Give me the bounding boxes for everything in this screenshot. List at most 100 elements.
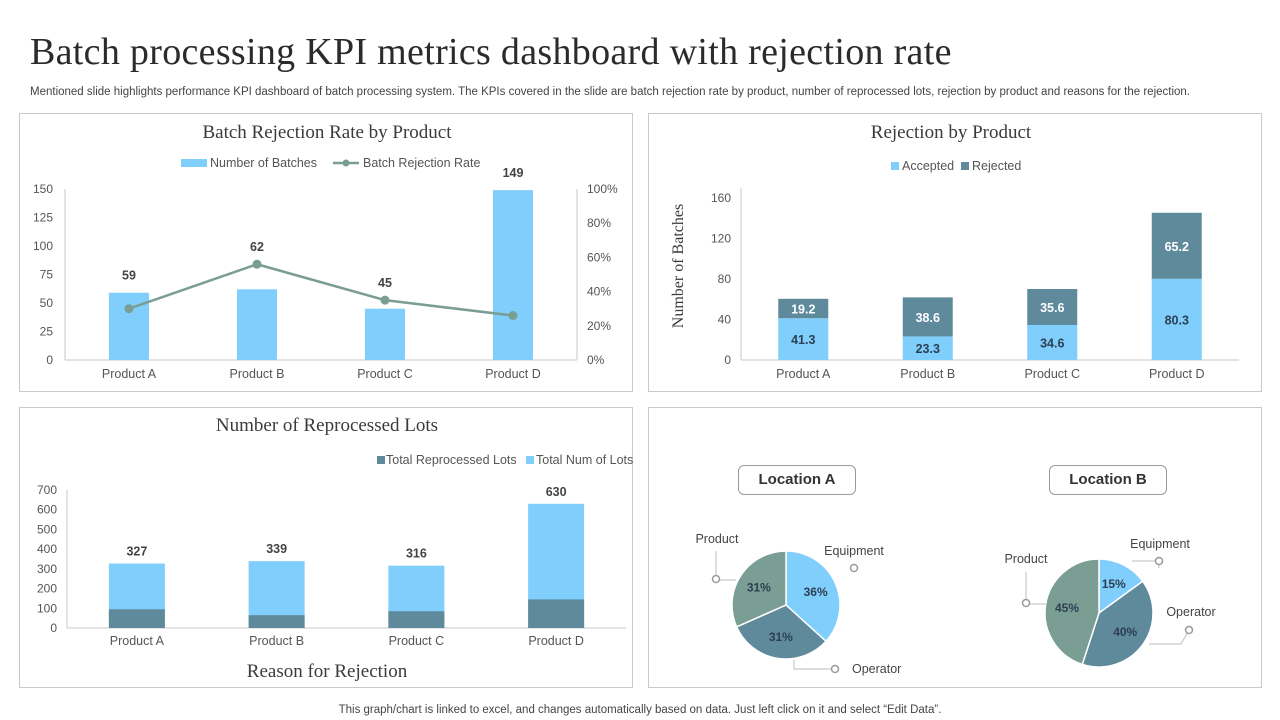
legend-label-reprocessed: Total Reprocessed Lots (386, 453, 517, 467)
rate-point-product-a (124, 304, 134, 314)
x-tick: Product D (1149, 367, 1205, 381)
y-tick-right: 20% (587, 319, 611, 333)
data-label-product-d: 630 (546, 485, 567, 499)
legend-swatch-accepted (891, 162, 899, 170)
legend-swatch-total (526, 456, 534, 464)
y-tick: 40 (718, 313, 732, 327)
y-tick-left: 25 (40, 325, 54, 339)
bar-reprocessed-product-d (528, 599, 585, 628)
y-tick-left: 0 (46, 353, 53, 367)
label-rejected-product-a: 19.2 (791, 303, 815, 317)
rejection-reasons-panel[interactable]: Location A Location B 36% Equipment 31% Ope… (648, 407, 1262, 688)
data-label-product-c: 45 (378, 276, 392, 290)
batch-rejection-rate-panel[interactable]: Batch Rejection Rate by Product Number of… (19, 113, 633, 392)
location-a-callout-dot-equipment (849, 563, 859, 573)
x-axis-label: Reason for Rejection (247, 661, 408, 682)
y-tick: 200 (37, 582, 57, 596)
bar-rejected-product-d (1151, 212, 1202, 279)
bar-accepted-product-a (778, 318, 829, 360)
location-b-callout-line-product (1025, 572, 1046, 605)
y-tick-left: 150 (33, 182, 53, 196)
location-a-callout-label-product: Product (695, 532, 739, 546)
y-tick-right: 40% (587, 285, 611, 299)
legend-swatch-reprocessed (377, 456, 385, 464)
label-accepted-product-d: 80.3 (1165, 313, 1189, 327)
location-a-callout-label-operator: Operator (852, 662, 901, 676)
bar-accepted-product-c (1027, 324, 1078, 360)
location-a-slice-product (731, 550, 787, 628)
y-tick: 100 (37, 601, 57, 615)
bar-rejected-product-a (778, 298, 829, 319)
y-tick-right: 80% (587, 216, 611, 230)
location-b-slice-label-operator: 40% (1113, 625, 1137, 639)
y-tick: 700 (37, 483, 57, 497)
location-b-slice-product (1044, 558, 1100, 666)
location-b-slice-equipment (1098, 558, 1144, 615)
rejection-rate-line (128, 262, 514, 317)
label-rejected-product-d: 65.2 (1165, 240, 1189, 254)
location-b-callout-dot-equipment (1154, 556, 1164, 566)
x-tick: Product B (230, 367, 285, 381)
legend-label-rate: Batch Rejection Rate (363, 156, 480, 170)
data-label-product-a: 327 (126, 545, 147, 559)
x-tick: Product C (357, 367, 413, 381)
location-a-callout-dot-product (711, 574, 721, 584)
location-a-callout-dot-operator (830, 664, 840, 674)
bar-batches-product-b (237, 289, 277, 360)
label-rejected-product-b: 38.6 (916, 311, 940, 325)
location-b-callout-label-operator: Operator (1166, 605, 1215, 619)
y-tick-right: 100% (587, 182, 618, 196)
y-tick: 160 (711, 191, 731, 205)
chart-title: Batch Rejection Rate by Product (202, 122, 452, 143)
y-tick: 400 (37, 542, 57, 556)
location-a-callout-line-product (715, 551, 736, 581)
legend-swatch-rejected (961, 162, 969, 170)
reprocessed-lots-chart: Number of Reprocessed Lots Total Reproces… (37, 415, 633, 682)
location-b-callout-line-operator (1149, 629, 1190, 645)
footer-note: This graph/chart is linked to excel, and… (338, 704, 942, 716)
x-tick: Product C (1024, 367, 1080, 381)
y-tick: 120 (711, 232, 731, 246)
bar-reprocessed-product-c (388, 611, 445, 628)
location-a-callout-line-operator (793, 660, 832, 670)
legend-label-total: Total Num of Lots (536, 453, 633, 467)
data-label-product-c: 316 (406, 547, 427, 561)
y-tick-right: 60% (587, 250, 611, 264)
batch-rejection-rate-chart: Batch Rejection Rate by Product Number of… (33, 122, 618, 381)
label-accepted-product-b: 23.3 (916, 342, 940, 356)
legend-marker-rate (342, 159, 350, 167)
bar-rejected-product-b (902, 297, 953, 337)
location-b-callout-label-equipment: Equipment (1130, 537, 1190, 551)
rate-point-product-b (252, 259, 262, 269)
x-tick: Product B (900, 367, 955, 381)
location-b-slice-label-equipment: 15% (1102, 577, 1126, 591)
x-tick: Product C (389, 634, 445, 648)
y-tick: 80 (718, 272, 732, 286)
rejection-by-product-panel[interactable]: Rejection by Product Accepted Rejected Numb… (648, 113, 1262, 392)
y-tick: 500 (37, 522, 57, 536)
bar-reprocessed-product-a (108, 609, 165, 628)
location-a-label: Location A (738, 465, 856, 495)
chart-title: Rejection by Product (871, 122, 1032, 143)
y-tick-left: 125 (33, 211, 53, 225)
location-b-label: Location B (1049, 465, 1167, 495)
bar-batches-product-c (365, 308, 405, 360)
rate-point-product-c (380, 295, 390, 305)
location-a-slice-label-equipment: 36% (804, 585, 828, 599)
rejection-reasons-pies: 36% Equipment 31% Operator 31% Product 15% Equi… (695, 532, 1215, 676)
location-b-slice-label-product: 45% (1055, 601, 1079, 615)
chart-title: Number of Reprocessed Lots (216, 415, 438, 436)
label-accepted-product-c: 34.6 (1040, 336, 1064, 350)
y-tick-left: 50 (40, 296, 54, 310)
reprocessed-lots-panel[interactable]: Number of Reprocessed Lots Total Reproces… (19, 407, 633, 688)
location-b-callout-label-product: Product (1004, 552, 1048, 566)
y-tick: 300 (37, 562, 57, 576)
y-tick-left: 75 (40, 268, 54, 282)
bar-accepted-product-d (1151, 278, 1202, 360)
x-tick: Product A (102, 367, 157, 381)
x-tick: Product A (110, 634, 165, 648)
label-accepted-product-a: 41.3 (791, 333, 815, 347)
y-axis-label: Number of Batches (670, 204, 687, 328)
bar-rejected-product-c (1027, 288, 1078, 325)
y-tick-right: 0% (587, 353, 605, 367)
